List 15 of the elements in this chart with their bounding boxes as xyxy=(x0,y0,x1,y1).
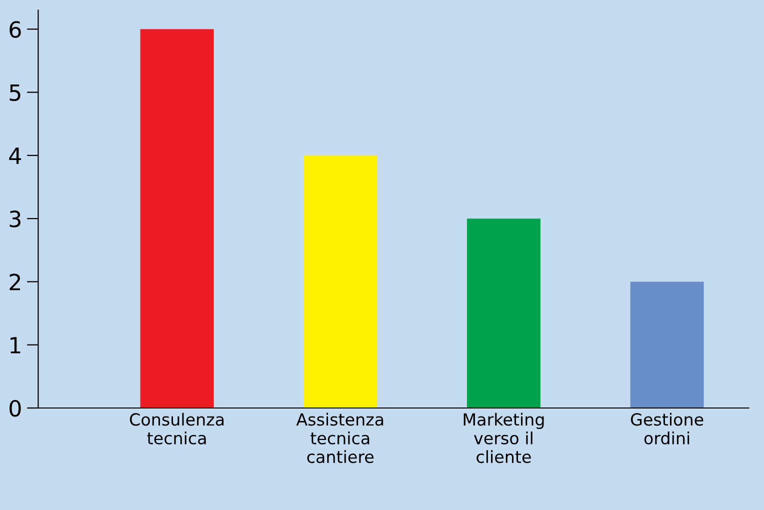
x-tick-label: Assistenza tecnica cantiere xyxy=(296,412,384,464)
bar xyxy=(304,155,378,408)
y-tick-label: 0 xyxy=(10,400,21,417)
y-tick-label: 6 xyxy=(10,21,21,38)
y-tick-label: 5 xyxy=(10,84,20,102)
y-tick-label: 2 xyxy=(10,274,20,290)
x-tick-label: Marketing verso il cliente xyxy=(464,412,544,464)
bar xyxy=(140,29,214,408)
bar xyxy=(466,218,540,408)
bar xyxy=(630,282,704,408)
y-tick-label: 3 xyxy=(10,210,20,228)
x-tick-label: Consulenza tecnica xyxy=(130,412,224,444)
x-tick-label: Gestione ordini xyxy=(630,412,704,444)
y-tick-label: 1 xyxy=(10,337,20,354)
y-tick-label: 4 xyxy=(9,148,21,164)
